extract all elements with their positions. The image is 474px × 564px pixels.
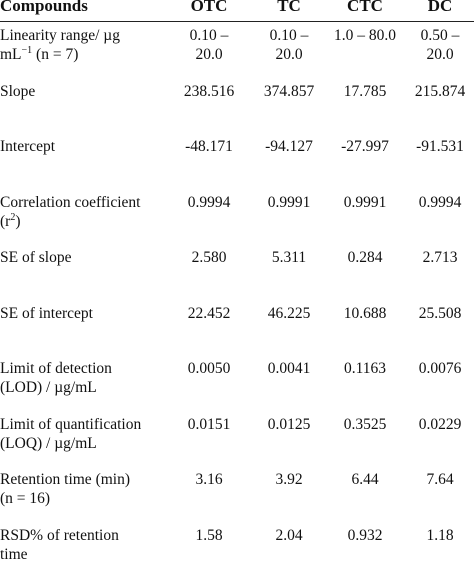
label-text: (n = 7) bbox=[32, 46, 79, 63]
label-text: Intercept bbox=[0, 138, 56, 155]
value-cell: 0.0050 bbox=[187, 360, 231, 377]
label-line: mL−1 (n = 7) bbox=[0, 45, 175, 64]
label-text: (r bbox=[0, 212, 11, 230]
row-label: Linearity range/ µg mL−1 (n = 7) bbox=[0, 26, 175, 64]
header-cell: Compounds bbox=[0, 0, 88, 15]
header-cell: OTC bbox=[190, 0, 228, 15]
label-text: (LOD) / µg/mL bbox=[0, 379, 97, 396]
value-cell: 0.932 bbox=[347, 526, 383, 544]
label-line: Retention time (min) bbox=[0, 470, 175, 489]
value-cell: 46.225 bbox=[267, 304, 311, 322]
value-cell: 238.516 bbox=[183, 82, 235, 100]
label-line: SE of intercept bbox=[0, 304, 175, 323]
label-text: SE of slope bbox=[0, 249, 72, 266]
label-line: Limit of quantification bbox=[0, 415, 175, 434]
header-cell: TC bbox=[277, 0, 301, 15]
label-text: time bbox=[0, 545, 28, 563]
value-cell: 0.3525 bbox=[343, 415, 387, 433]
label-text: Limit of detection bbox=[0, 360, 112, 377]
label-text: mL bbox=[0, 46, 22, 63]
value-cell: -91.531 bbox=[416, 138, 464, 155]
value-cell: 0.0125 bbox=[267, 415, 311, 433]
label-text: (LOQ) / µg/mL bbox=[0, 434, 97, 452]
value-cell: 374.857 bbox=[263, 82, 315, 100]
value-cell: 22.452 bbox=[187, 304, 231, 322]
label-line: (LOD) / µg/mL bbox=[0, 378, 175, 397]
value-cell: 0.0229 bbox=[418, 415, 462, 433]
label-text: RSD% of retention bbox=[0, 526, 119, 544]
value-cell: 1.18 bbox=[426, 526, 454, 544]
label-line: time bbox=[0, 545, 175, 564]
row-label: Slope bbox=[0, 82, 175, 101]
value-cell: 5.311 bbox=[271, 249, 307, 266]
value-cell: 0.9994 bbox=[187, 193, 231, 211]
row-label: SE of slope bbox=[0, 248, 175, 267]
label-line: SE of slope bbox=[0, 248, 175, 267]
value-cell: -94.127 bbox=[265, 138, 313, 155]
label-line: (n = 16) bbox=[0, 489, 175, 508]
value-cell: -48.171 bbox=[185, 138, 233, 155]
value-cell: 0.0076 bbox=[418, 360, 462, 377]
value-cell: 0.0151 bbox=[187, 415, 231, 433]
value-cell: 0.284 bbox=[347, 249, 383, 266]
row-label: Limit of quantification (LOQ) / µg/mL bbox=[0, 415, 175, 453]
row-label: Retention time (min) (n = 16) bbox=[0, 470, 175, 508]
label-text: Retention time (min) bbox=[0, 471, 131, 488]
superscript: 2 bbox=[10, 211, 16, 223]
superscript: −1 bbox=[21, 44, 33, 56]
label-line: RSD% of retention bbox=[0, 526, 175, 545]
label-text: SE of intercept bbox=[0, 304, 93, 322]
header-rule bbox=[0, 21, 474, 22]
value-cell: 7.64 bbox=[426, 471, 454, 488]
value-cell: 17.785 bbox=[343, 82, 387, 100]
row-label: Limit of detection (LOD) / µg/mL bbox=[0, 359, 175, 397]
value-cell: 2.04 bbox=[275, 526, 303, 544]
row-label: Intercept bbox=[0, 137, 175, 156]
value-cell: 3.16 bbox=[195, 471, 223, 488]
label-line: Slope bbox=[0, 82, 175, 101]
header-cell: DC bbox=[427, 0, 453, 15]
value-cell: 0.10 – 20.0 bbox=[189, 27, 229, 63]
label-text: Linearity range/ µg bbox=[0, 27, 120, 44]
value-cell: 0.1163 bbox=[343, 360, 387, 377]
row-label: Correlation coefficient (r2) bbox=[0, 193, 175, 231]
label-text: Slope bbox=[0, 82, 36, 100]
value-cell: 2.580 bbox=[191, 249, 227, 266]
row-label: RSD% of retention time bbox=[0, 526, 175, 564]
value-cell: 6.44 bbox=[351, 471, 379, 488]
value-cell: 0.0041 bbox=[267, 360, 311, 377]
value-cell: 0.10 – 20.0 bbox=[269, 27, 309, 63]
label-line: Intercept bbox=[0, 137, 175, 156]
row-label: SE of intercept bbox=[0, 304, 175, 323]
label-text: (n = 16) bbox=[0, 490, 51, 507]
header-cell: CTC bbox=[347, 0, 383, 15]
value-cell: 0.9991 bbox=[343, 193, 387, 211]
label-line: Limit of detection bbox=[0, 359, 175, 378]
label-line: (LOQ) / µg/mL bbox=[0, 434, 175, 453]
label-text: Limit of quantification bbox=[0, 415, 142, 433]
value-cell: 0.9991 bbox=[267, 193, 311, 211]
value-cell: 3.92 bbox=[275, 471, 303, 488]
label-text: ) bbox=[15, 212, 21, 230]
label-line: Linearity range/ µg bbox=[0, 26, 175, 45]
value-cell: 10.688 bbox=[343, 304, 387, 322]
value-cell: 215.874 bbox=[414, 82, 466, 100]
value-cell: 1.58 bbox=[195, 526, 223, 544]
value-cell: 25.508 bbox=[418, 304, 462, 322]
label-line: Correlation coefficient bbox=[0, 193, 175, 212]
value-cell: 0.9994 bbox=[418, 193, 462, 211]
value-cell: -27.997 bbox=[341, 138, 389, 155]
value-cell: 1.0 – 80.0 bbox=[334, 27, 396, 44]
value-cell: 2.713 bbox=[422, 249, 458, 266]
label-line: (r2) bbox=[0, 212, 175, 231]
label-text: Correlation coefficient bbox=[0, 193, 141, 211]
value-cell: 0.50 – 20.0 bbox=[420, 27, 460, 63]
